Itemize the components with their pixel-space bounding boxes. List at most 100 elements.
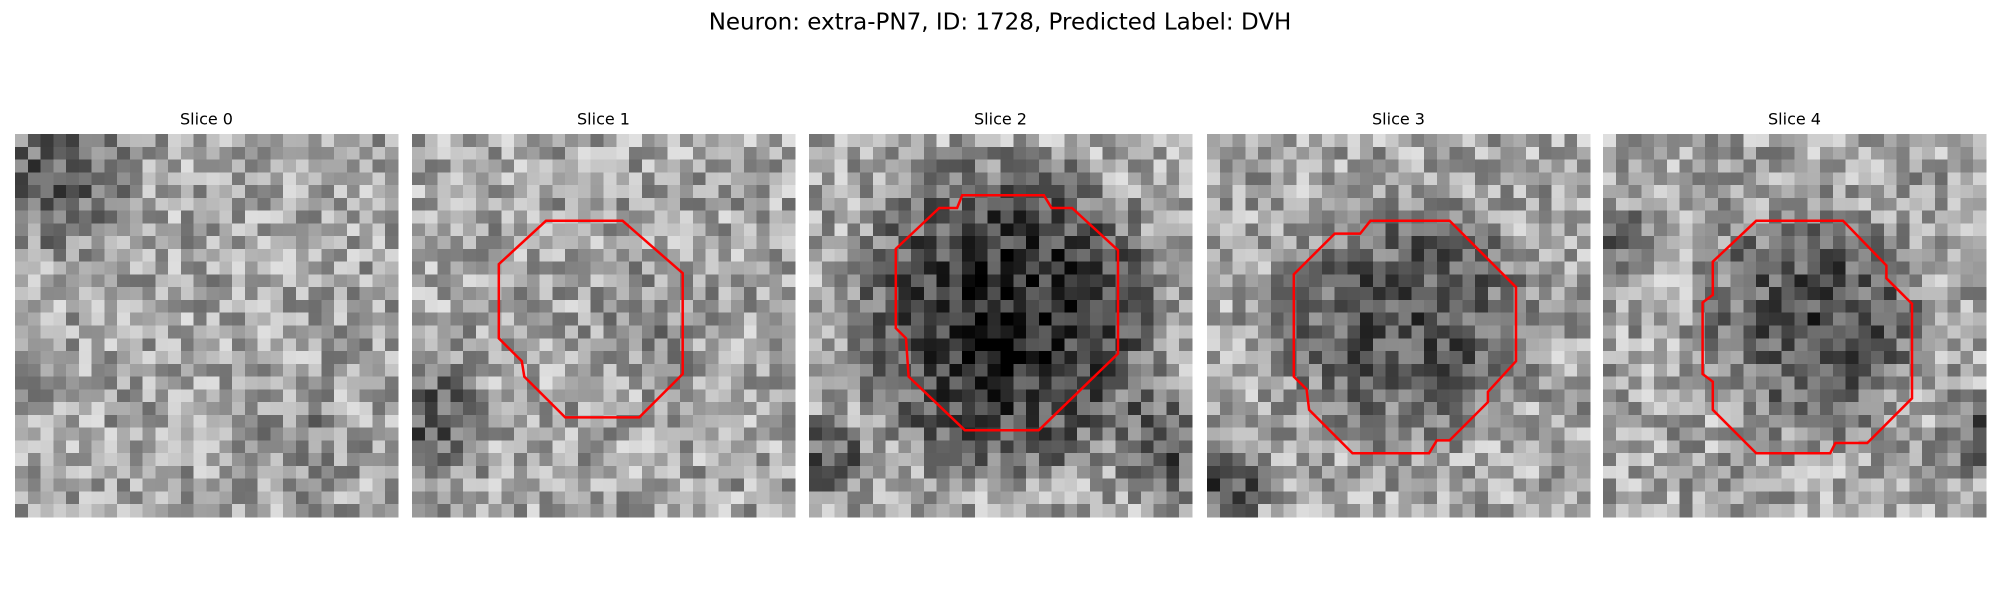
pixel <box>1934 146 1949 161</box>
pixel <box>1207 504 1221 518</box>
pixel <box>219 172 233 186</box>
pixel <box>923 465 938 480</box>
pixel <box>1666 223 1681 237</box>
pixel <box>1883 491 1898 505</box>
pixel <box>40 427 54 441</box>
pixel <box>1153 197 1167 212</box>
pixel <box>1232 172 1246 186</box>
pixel <box>142 185 156 199</box>
pixel <box>1115 185 1129 199</box>
pixel <box>1232 389 1246 403</box>
pixel <box>1309 299 1323 314</box>
pixel <box>1372 172 1387 186</box>
pixel <box>1551 134 1565 148</box>
pixel <box>616 389 630 403</box>
pixel <box>654 146 668 161</box>
pixel <box>1679 274 1693 288</box>
pixel <box>1462 389 1476 403</box>
pixel <box>1140 389 1155 403</box>
pixel <box>257 478 271 492</box>
pixel <box>809 363 823 378</box>
pixel <box>1538 210 1553 224</box>
pixel <box>1347 465 1361 480</box>
pixel <box>334 465 348 480</box>
pixel <box>244 338 259 352</box>
pixel <box>1871 453 1885 467</box>
pixel <box>667 478 681 492</box>
pixel <box>565 363 579 378</box>
pixel <box>718 376 732 390</box>
pixel <box>1603 210 1617 224</box>
pixel <box>450 376 464 390</box>
pixel <box>526 172 541 186</box>
pixel <box>1309 465 1323 480</box>
pixel <box>321 299 335 314</box>
pixel <box>705 146 719 161</box>
pixel <box>270 478 284 492</box>
pixel <box>565 376 579 390</box>
pixel <box>488 172 502 186</box>
pixel <box>1321 453 1336 467</box>
pixel <box>821 376 836 390</box>
pixel <box>1603 376 1617 390</box>
pixel <box>78 312 93 326</box>
pixel <box>40 465 54 480</box>
pixel <box>1909 134 1923 148</box>
pixel <box>1077 491 1091 505</box>
pixel <box>1462 363 1476 378</box>
pixel <box>731 427 745 441</box>
pixel <box>219 363 233 378</box>
pixel <box>412 453 426 467</box>
pixel <box>1245 146 1259 161</box>
pixel <box>1000 504 1014 518</box>
pixel <box>1743 287 1757 301</box>
pixel <box>501 325 515 339</box>
pixel <box>1051 491 1065 505</box>
pixel <box>283 325 297 339</box>
pixel <box>987 287 1001 301</box>
pixel <box>450 491 464 505</box>
pixel <box>91 197 105 212</box>
pixel <box>1807 504 1821 518</box>
pixel <box>514 363 528 378</box>
pixel <box>1077 287 1091 301</box>
pixel <box>283 478 297 492</box>
pixel <box>680 414 694 429</box>
pixel <box>1909 427 1923 441</box>
pixel <box>1038 363 1053 378</box>
pixel <box>219 274 233 288</box>
pixel <box>1283 478 1297 492</box>
pixel <box>1564 287 1578 301</box>
pixel <box>923 312 938 326</box>
pixel <box>1089 287 1104 301</box>
pixel <box>692 299 707 314</box>
pixel <box>552 478 566 492</box>
pixel <box>1896 363 1910 378</box>
pixel <box>641 223 656 237</box>
pixel <box>1679 159 1693 173</box>
pixel <box>117 223 131 237</box>
pixel <box>1896 351 1910 365</box>
pixel <box>1219 351 1234 365</box>
pixel <box>1679 185 1693 199</box>
pixel <box>1883 287 1898 301</box>
pixel <box>680 172 694 186</box>
pixel <box>15 274 29 288</box>
pixel <box>321 402 335 416</box>
pixel <box>718 363 732 378</box>
pixel <box>1934 338 1949 352</box>
pixel <box>475 159 490 173</box>
pixel <box>1064 261 1078 275</box>
pixel <box>1321 197 1336 212</box>
pixel <box>346 197 361 212</box>
pixel <box>412 478 426 492</box>
pixel <box>1717 134 1732 148</box>
pixel <box>1743 427 1757 441</box>
pixel <box>437 402 451 416</box>
pixel <box>552 414 566 429</box>
pixel <box>1179 414 1193 429</box>
pixel <box>1026 299 1040 314</box>
pixel <box>334 427 348 441</box>
pixel <box>1666 236 1681 250</box>
pixel <box>1781 197 1795 212</box>
